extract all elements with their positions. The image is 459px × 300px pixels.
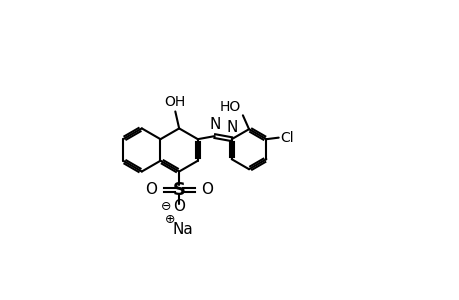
Text: O: O: [145, 182, 157, 197]
Text: ⊕: ⊕: [164, 213, 175, 226]
Text: N: N: [226, 120, 238, 135]
Text: S: S: [172, 181, 185, 199]
Text: O: O: [173, 200, 185, 214]
Text: ⊖: ⊖: [161, 200, 171, 213]
Text: Cl: Cl: [280, 130, 293, 145]
Text: O: O: [201, 182, 213, 197]
Text: OH: OH: [164, 95, 185, 109]
Text: N: N: [209, 117, 221, 132]
Text: HO: HO: [219, 100, 241, 114]
Text: Na: Na: [172, 222, 193, 237]
